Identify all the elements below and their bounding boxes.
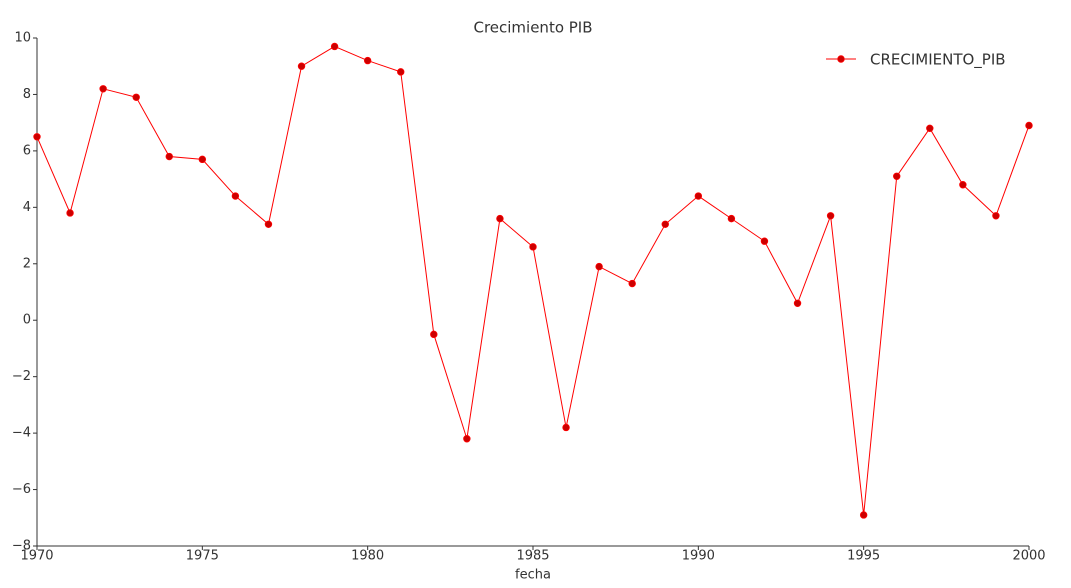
y-tick-label: 8: [23, 87, 31, 102]
point: [859, 511, 868, 519]
point: [826, 212, 835, 220]
point: [562, 423, 570, 432]
x-tick-label: 1975: [186, 549, 219, 564]
point: [628, 279, 636, 288]
chart-title: Crecimiento PIB: [473, 19, 592, 37]
point: [760, 237, 769, 245]
point: [132, 93, 140, 101]
point: [264, 220, 273, 228]
x-tick-label: 1990: [682, 549, 715, 564]
y-tick-label: 6: [23, 143, 31, 158]
point: [595, 262, 603, 271]
point: [793, 299, 802, 307]
point: [496, 214, 504, 223]
point: [198, 155, 207, 164]
point: [1025, 121, 1033, 130]
point: [992, 212, 1000, 220]
point: [893, 172, 901, 180]
point: [727, 214, 736, 223]
point: [397, 68, 405, 76]
legend-label: CRECIMIENTO_PIB: [870, 51, 1006, 70]
point: [66, 209, 74, 217]
point: [430, 330, 438, 339]
y-tick-label: −2: [12, 369, 31, 384]
series-line: [36, 45, 1030, 516]
y-tick-label: 0: [23, 313, 31, 328]
point: [694, 192, 703, 200]
y-tick-label: 4: [23, 200, 31, 215]
y-tick-label: −4: [12, 426, 31, 441]
point: [33, 133, 41, 141]
point: [529, 243, 537, 251]
legend-marker: [837, 55, 845, 63]
x-tick-label: 1970: [20, 549, 53, 564]
y-tick-label: −8: [12, 539, 31, 554]
y-tick-label: 10: [14, 31, 31, 46]
point: [959, 181, 967, 189]
x-tick-label: 2000: [1012, 549, 1045, 564]
point: [99, 85, 107, 93]
point: [231, 192, 240, 200]
x-axis-label: fecha: [515, 568, 551, 583]
point: [330, 42, 339, 51]
y-tick-label: 2: [23, 256, 31, 271]
point: [165, 152, 173, 161]
x-tick-label: 1995: [847, 549, 880, 564]
x-tick-label: 1980: [351, 549, 384, 564]
point: [363, 56, 372, 65]
y-tick-label: −6: [12, 482, 31, 497]
point: [463, 435, 471, 443]
point: [661, 220, 669, 228]
point: [297, 62, 306, 70]
point: [926, 124, 934, 133]
x-tick-label: 1985: [516, 549, 549, 564]
